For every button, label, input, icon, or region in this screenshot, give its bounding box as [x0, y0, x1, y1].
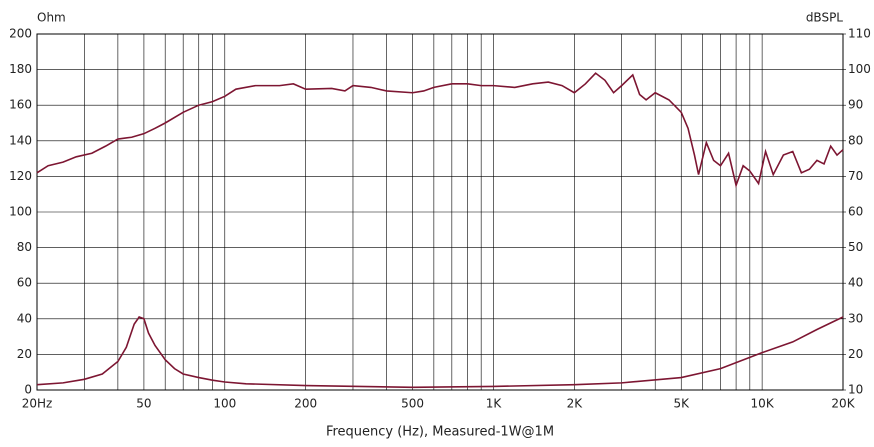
x-tick-label: 100 [213, 397, 236, 411]
y-tick-label: 120 [9, 169, 32, 183]
x-tick-label: 10K [751, 397, 775, 411]
y2-tick-label: 60 [848, 205, 863, 219]
y-tick-label: 20 [17, 347, 32, 361]
y-tick-label: 100 [9, 205, 32, 219]
x-tick-label: 5K [673, 397, 690, 411]
y-tick-label: 140 [9, 133, 32, 147]
y2-tick-label: 40 [848, 276, 863, 290]
y2-axis-label: dBSPL [806, 11, 843, 25]
y-tick-label: 80 [17, 240, 32, 254]
series-line [36, 72, 844, 189]
x-tick-label: 20Hz [22, 397, 53, 411]
x-tick-label: 20K [831, 397, 855, 411]
x-axis-label: Frequency (Hz), Measured-1W@1M [326, 425, 554, 440]
y-tick-label: 0 [24, 383, 32, 397]
y2-tick-label: 100 [848, 62, 871, 76]
y2-tick-label: 30 [848, 311, 863, 325]
series-line [36, 316, 844, 389]
y-tick-label: 60 [17, 276, 32, 290]
y-tick-label: 160 [9, 98, 32, 112]
x-tick-label: 2K [567, 397, 584, 411]
y2-tick-label: 50 [848, 240, 863, 254]
y2-tick-label: 20 [848, 347, 863, 361]
y2-tick-label: 110 [848, 27, 871, 41]
y2-tick-label: 70 [848, 169, 863, 183]
x-tick-label: 500 [401, 397, 424, 411]
x-tick-label: 1K [486, 397, 503, 411]
y-axis-label: Ohm [37, 11, 66, 25]
y2-tick-label: 10 [848, 383, 863, 397]
x-tick-label: 50 [136, 397, 151, 411]
x-tick-label: 200 [294, 397, 317, 411]
y2-tick-label: 80 [848, 133, 863, 147]
y2-tick-label: 90 [848, 98, 863, 112]
y-tick-label: 180 [9, 62, 32, 76]
y-tick-label: 40 [17, 311, 32, 325]
y-tick-label: 200 [9, 27, 32, 41]
